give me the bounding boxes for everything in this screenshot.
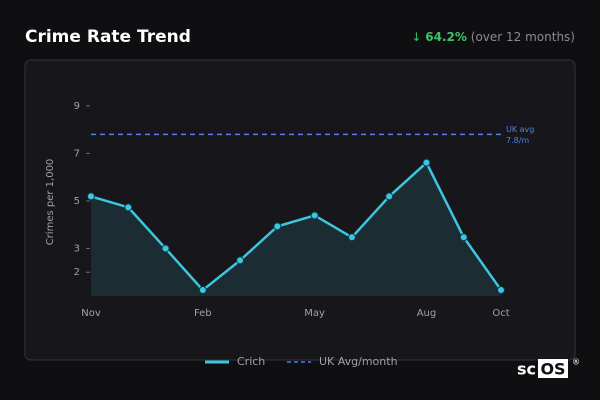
reference-label: UK avg <box>506 125 534 134</box>
brand-boxed: OS <box>540 360 565 379</box>
series-area <box>91 162 501 296</box>
legend-label: Crich <box>237 355 265 368</box>
data-point <box>124 203 133 212</box>
brand-mark: ® <box>572 358 580 367</box>
data-point <box>161 244 170 253</box>
y-axis-label: Crimes per 1,000 <box>45 159 56 246</box>
x-tick-label: Aug <box>417 308 437 319</box>
change-note: (over 12 months) <box>471 30 575 44</box>
y-tick-label: 2 <box>74 267 80 278</box>
data-point <box>497 286 505 295</box>
x-tick-label: May <box>304 308 325 319</box>
change-value: 64.2% <box>425 30 467 44</box>
data-point <box>385 192 394 201</box>
data-point <box>310 211 319 220</box>
brand-prefix: sc <box>517 360 536 379</box>
x-tick-label: Oct <box>492 308 509 319</box>
y-tick-label: 9 <box>74 101 80 112</box>
legend-label: UK Avg/month <box>319 355 398 368</box>
y-tick-label: 7 <box>74 148 80 159</box>
series-line <box>90 161 503 292</box>
change-summary: ↓ 64.2% (over 12 months) <box>411 30 575 44</box>
data-point <box>347 233 356 242</box>
reference-label: 7.8/m <box>506 136 529 145</box>
brand: sc OS ® <box>517 358 580 379</box>
data-point <box>273 222 282 231</box>
brand-box <box>538 359 568 378</box>
x-tick-label: Feb <box>194 308 212 319</box>
change-arrow: ↓ <box>411 30 421 44</box>
data-point <box>459 233 468 242</box>
chart-title: Crime Rate Trend <box>25 27 191 47</box>
data-point <box>198 286 207 295</box>
data-point <box>236 256 245 265</box>
y-tick-label: 3 <box>74 243 80 254</box>
x-tick-label: Nov <box>81 308 101 319</box>
y-tick-label: 5 <box>74 196 80 207</box>
data-point <box>422 158 431 167</box>
data-point <box>87 192 95 201</box>
